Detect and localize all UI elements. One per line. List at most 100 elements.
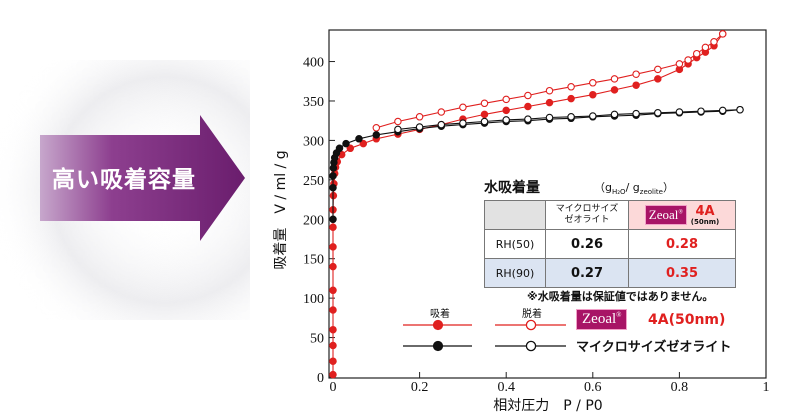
banner-text: 高い吸着容量 (52, 167, 196, 193)
data-point (480, 110, 489, 119)
data-point (736, 105, 744, 114)
data-point (329, 262, 337, 271)
water-table-title: 水吸着量 (484, 180, 540, 196)
y-tick-label: 50 (310, 332, 324, 347)
data-point (329, 286, 337, 295)
x-axis-label: 相対圧力 P / P0 (493, 398, 602, 414)
data-point (372, 131, 381, 139)
data-point (524, 91, 532, 100)
legend-desorption-label: 脱着 (522, 309, 542, 320)
table-row: RH(50) 0.26 0.28 (484, 229, 736, 259)
data-point (329, 215, 337, 224)
table-header-row: マイクロサイズ ゼオライト Zeoal® 4A (50nm) (484, 200, 736, 230)
x-tick-label: 0 (330, 380, 337, 395)
arrow-shape (40, 115, 245, 241)
data-point (329, 357, 337, 365)
table-row: RH(90) 0.27 0.35 (484, 258, 736, 288)
series-4 (394, 105, 744, 134)
data-point (545, 98, 554, 107)
zeoal-logo: Zeoal® (644, 204, 687, 225)
data-point (567, 83, 575, 91)
data-point (346, 144, 355, 153)
data-point (589, 112, 597, 120)
cell-zeoal-value: 0.35 (628, 258, 736, 288)
x-tick-label: 0.6 (584, 380, 602, 395)
y-tick-label: 350 (303, 95, 324, 110)
row-label: RH(90) (484, 258, 546, 288)
data-point (329, 223, 337, 231)
water-table: マイクロサイズ ゼオライト Zeoal® 4A (50nm) RH(50) 0.26… (484, 200, 736, 288)
data-point (545, 86, 554, 95)
data-point (502, 95, 510, 104)
data-point (701, 43, 710, 52)
disclaimer-note: ※水吸着量は保証値ではありません。 (527, 290, 714, 303)
data-point (710, 38, 718, 46)
x-tick-label: 1 (763, 380, 770, 395)
header-empty-cell (484, 200, 546, 230)
data-point (502, 106, 510, 115)
data-point (372, 124, 381, 132)
data-point (684, 56, 692, 64)
y-tick-label: 150 (303, 253, 324, 268)
data-point (589, 79, 597, 87)
x-tick-label: 0.2 (411, 380, 429, 395)
series-2 (372, 30, 727, 132)
data-point (329, 341, 337, 350)
data-point (632, 70, 640, 78)
header-micro-zeolite: マイクロサイズ ゼオライト (545, 200, 629, 230)
data-point (692, 49, 701, 58)
data-point (394, 125, 402, 134)
legend-adsorption-label: 吸着 (430, 309, 450, 320)
header-zeoal-4a: Zeoal® 4A (50nm) (628, 200, 736, 230)
data-point (329, 243, 337, 251)
data-point (342, 139, 350, 148)
legend-markers (403, 319, 566, 352)
legend-series-micro: マイクロサイズゼオライト (576, 340, 732, 355)
y-tick-label: 250 (303, 174, 324, 189)
data-point (329, 370, 337, 379)
data-point (589, 90, 597, 99)
data-point (394, 117, 402, 126)
data-point (654, 75, 662, 83)
data-point (415, 113, 424, 121)
data-point (437, 108, 446, 116)
data-point (654, 65, 662, 74)
banner-arrow (40, 115, 245, 241)
data-point (567, 94, 575, 103)
data-point (545, 113, 554, 122)
data-point (480, 99, 489, 108)
data-point (480, 117, 489, 126)
y-axis-label: 吸着量 V / ml / g (273, 150, 289, 269)
data-point (610, 110, 619, 119)
row-label: RH(50) (484, 229, 546, 259)
x-tick-label: 0.8 (671, 380, 689, 395)
y-tick-label: 200 (303, 213, 324, 228)
data-point (459, 119, 467, 127)
data-point (329, 306, 337, 314)
data-point (675, 60, 684, 68)
y-tick-label: 100 (303, 292, 324, 307)
cell-zeoal-value: 0.28 (628, 229, 736, 259)
data-point (675, 108, 684, 116)
data-point (524, 102, 532, 111)
cell-micro-value: 0.26 (545, 229, 629, 259)
data-point (718, 106, 727, 115)
x-tick-label: 0.4 (497, 380, 515, 395)
legend-zeoal-logo: Zeoal® (576, 309, 628, 330)
data-point (329, 172, 337, 180)
y-tick-label: 400 (303, 56, 324, 71)
data-point (359, 139, 368, 148)
legend-series-4a: 4A(50nm) (648, 312, 726, 328)
data-point (632, 81, 640, 89)
data-point (610, 75, 619, 83)
data-point (355, 135, 363, 143)
data-point (654, 109, 662, 117)
data-point (437, 120, 446, 129)
y-tick-label: 0 (317, 371, 324, 386)
data-point (524, 115, 532, 123)
data-point (459, 103, 467, 112)
data-point (329, 325, 337, 334)
data-point (697, 107, 705, 115)
data-point (718, 30, 727, 38)
